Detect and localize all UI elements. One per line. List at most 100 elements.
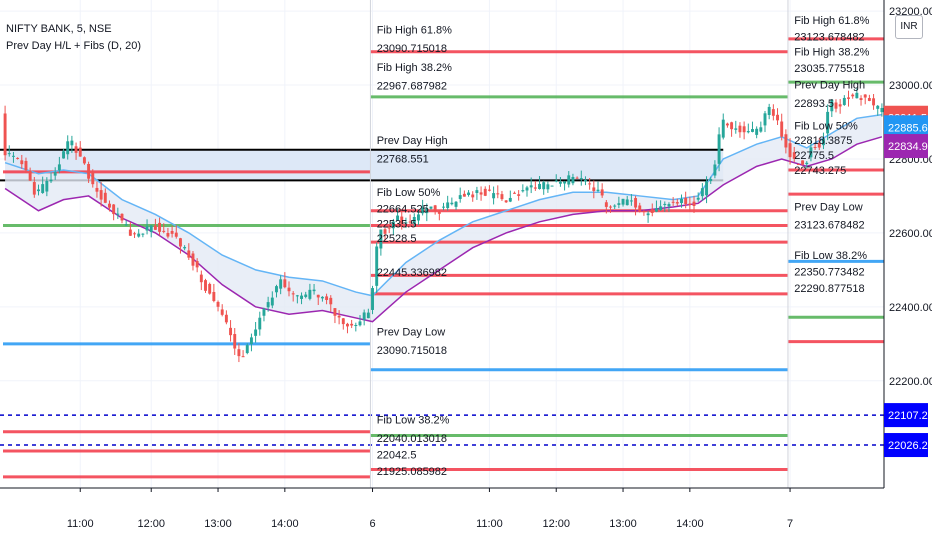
price-tag-label: 22026.21 (888, 440, 932, 452)
candle-body (95, 187, 99, 192)
x-tick-label: 11:00 (67, 518, 94, 530)
candle-body (746, 131, 750, 133)
level-label: 22290.877518 (794, 283, 864, 295)
y-tick-label: 22400.00 (889, 302, 932, 314)
candle-body (638, 205, 642, 212)
candle-body (742, 126, 746, 133)
candle-body (329, 297, 333, 305)
candle-body (855, 92, 859, 99)
candle-body (149, 225, 153, 232)
candle-body (579, 178, 583, 180)
candle-body (767, 106, 771, 115)
candle-body (245, 345, 249, 354)
candle-body (291, 293, 295, 295)
candle-body (421, 207, 425, 214)
candle-body (496, 193, 500, 195)
level-label: Fib Low 38.2% (377, 414, 450, 426)
candle-body (462, 193, 466, 197)
candle-body (550, 185, 554, 187)
candle-body (771, 109, 775, 116)
level-label: Prev Day Low (794, 202, 863, 214)
price-tag (884, 403, 928, 428)
candle-body (32, 182, 36, 195)
candle-body (199, 274, 203, 283)
candle-body (341, 318, 345, 325)
candle-body (826, 111, 830, 134)
candle-body (609, 206, 612, 208)
candle-body (705, 181, 709, 196)
currency-button[interactable]: INR (895, 15, 923, 39)
candle-body (433, 205, 437, 211)
candle-body (713, 164, 717, 176)
candle-body (500, 194, 504, 200)
candle-body (53, 172, 57, 176)
candle-body (567, 175, 571, 185)
candle-body (792, 152, 796, 159)
candle-body (408, 221, 412, 223)
candle-body (700, 188, 704, 197)
price-tag (884, 433, 928, 458)
candle-body (99, 190, 103, 200)
candle-body (74, 146, 78, 153)
prev-day-range-box (5, 149, 724, 181)
candle-body (103, 192, 107, 203)
candle-body (529, 185, 533, 188)
candle-body (145, 226, 149, 231)
level-label: 22664.525 (377, 204, 429, 216)
level-label: 22528.5 (377, 233, 417, 245)
candle-body (316, 294, 320, 298)
candle-body (162, 230, 166, 232)
candle-body (229, 327, 233, 336)
candle-body (358, 321, 362, 326)
candle-body (821, 138, 825, 146)
candle-body (876, 105, 880, 109)
candle-body (275, 286, 278, 293)
candle-body (283, 279, 287, 288)
candle-body (262, 308, 266, 316)
candle-body (805, 162, 809, 165)
candle-body (575, 177, 579, 179)
candle-body (684, 197, 688, 205)
candle-body (437, 211, 441, 214)
candle-body (304, 294, 308, 297)
candle-body (295, 295, 299, 297)
candle-body (312, 289, 316, 292)
candle-body (383, 229, 387, 234)
candle-body (842, 97, 846, 105)
candle-body (538, 183, 541, 190)
candle-body (692, 201, 696, 206)
candle-body (584, 180, 587, 182)
candle-body (801, 160, 805, 165)
candle-body (28, 170, 32, 181)
candle-body (738, 125, 742, 133)
level-label: 22743.275 (794, 165, 846, 177)
ema-band (5, 114, 882, 322)
candle-body (371, 288, 374, 310)
candle-body (400, 216, 404, 225)
candle-body (442, 206, 445, 208)
candle-body (521, 190, 525, 192)
candle-body (387, 227, 391, 229)
level-label: Fib Low 50% (794, 120, 858, 132)
candle-body (66, 141, 70, 155)
level-label: Fib High 38.2% (377, 62, 452, 74)
level-label: 23090.715018 (377, 43, 447, 55)
candle-body (755, 128, 759, 135)
candle-body (688, 203, 692, 206)
candle-body (45, 180, 49, 192)
candle-body (404, 222, 408, 224)
candle-body (11, 155, 15, 157)
candle-body (412, 216, 416, 224)
candle-body (141, 233, 145, 235)
y-tick-label: 22200.00 (889, 376, 932, 388)
candle-body (680, 198, 683, 203)
candle-body (237, 349, 241, 357)
candle-body (391, 221, 395, 229)
candle-body (621, 198, 625, 205)
candle-body (617, 203, 621, 205)
candle-body (479, 192, 483, 195)
candle-body (249, 337, 253, 344)
candle-body (725, 123, 729, 126)
level-label: Fib High 38.2% (794, 46, 869, 58)
